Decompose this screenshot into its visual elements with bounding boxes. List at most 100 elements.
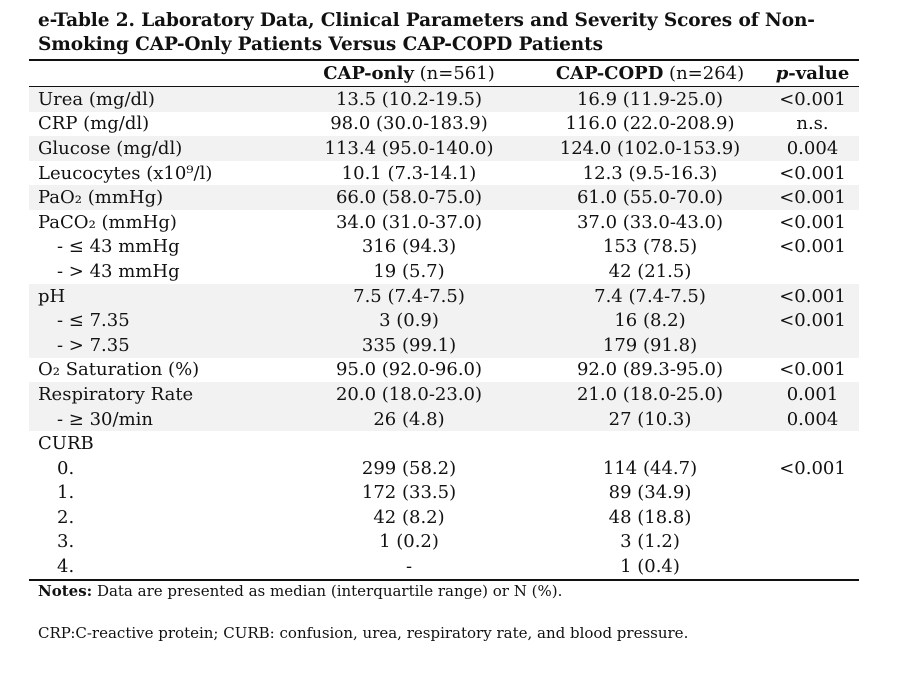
table-row: pH 7.5 (7.4-7.5) 7.4 (7.4-7.5) <0.001 — [29, 283, 859, 309]
table-row: - ≤ 43 mmHg 316 (94.3) 153 (78.5) <0.001 — [29, 235, 859, 260]
table-notes: Notes: Data are presented as median (int… — [38, 581, 562, 601]
cap-only-value: 10.1 (7.3-14.1) — [341, 162, 477, 184]
row-label: - ≤ 43 mmHg — [57, 236, 180, 258]
table-row: CURB — [29, 431, 859, 456]
table-row: - ≤ 7.35 3 (0.9) 16 (8.2) <0.001 — [29, 308, 859, 333]
row-label: O₂ Saturation (%) — [38, 359, 200, 381]
cap-only-value: 113.4 (95.0-140.0) — [324, 137, 494, 159]
cap-copd-value: 89 (34.9) — [608, 482, 692, 504]
cap-only-value: 316 (94.3) — [361, 236, 457, 258]
table-row: 3. 1 (0.2) 3 (1.2) — [29, 530, 859, 555]
row-label: Leucocytes (x10⁹/l) — [38, 162, 213, 184]
table-row: 4. - 1 (0.4) — [29, 554, 859, 579]
cap-copd-value: 37.0 (33.0-43.0) — [576, 211, 724, 233]
table-row: Glucose (mg/dl) 113.4 (95.0-140.0) 124.0… — [29, 136, 859, 161]
p-value: <0.001 — [779, 236, 846, 258]
header-cap-only: CAP-only (n=561) — [284, 63, 534, 84]
cap-only-value: - — [405, 556, 413, 578]
table-row: 1. 172 (33.5) 89 (34.9) — [29, 481, 859, 506]
header-cap-copd: CAP-COPD (n=264) — [534, 63, 766, 84]
row-label: 1. — [57, 482, 75, 504]
row-label: pH — [38, 285, 66, 307]
cap-only-value: 20.0 (18.0-23.0) — [335, 383, 483, 405]
p-value: 0.001 — [786, 383, 839, 405]
row-label: - ≤ 7.35 — [57, 310, 130, 332]
row-label: CRP (mg/dl) — [38, 113, 150, 135]
cap-copd-value: 153 (78.5) — [602, 236, 698, 258]
row-label: 2. — [57, 506, 75, 528]
table-row: CRP (mg/dl) 98.0 (30.0-183.9) 116.0 (22.… — [29, 112, 859, 137]
cap-only-value: 3 (0.9) — [379, 310, 439, 332]
row-label: Glucose (mg/dl) — [38, 137, 183, 159]
row-label: - > 7.35 — [57, 334, 130, 356]
row-label: 0. — [57, 457, 75, 479]
cap-copd-value: 42 (21.5) — [608, 260, 692, 282]
cap-only-value: 7.5 (7.4-7.5) — [353, 285, 465, 307]
row-label: PaO₂ (mmHg) — [38, 187, 164, 209]
table-row: Respiratory Rate 20.0 (18.0-23.0) 21.0 (… — [29, 382, 859, 407]
table-row: 2. 42 (8.2) 48 (18.8) — [29, 505, 859, 530]
p-value: <0.001 — [779, 88, 846, 110]
p-value: <0.001 — [779, 187, 846, 209]
cap-only-value: 98.0 (30.0-183.9) — [330, 113, 488, 135]
table-row: Urea (mg/dl) 13.5 (10.2-19.5) 16.9 (11.9… — [29, 87, 859, 112]
cap-copd-value: 1 (0.4) — [620, 556, 680, 578]
table-row: 0. 299 (58.2) 114 (44.7) <0.001 — [29, 456, 859, 481]
cap-only-value: 34.0 (31.0-37.0) — [335, 211, 483, 233]
cap-only-value: 1 (0.2) — [379, 531, 439, 553]
table-row: O₂ Saturation (%) 95.0 (92.0-96.0) 92.0 … — [29, 358, 859, 383]
abbreviations-footnote: CRP:C-reactive protein; CURB: confusion,… — [38, 624, 689, 642]
cap-copd-value: 27 (10.3) — [608, 408, 692, 430]
cap-only-value: 299 (58.2) — [361, 457, 457, 479]
table-title: e-Table 2. Laboratory Data, Clinical Par… — [38, 10, 815, 55]
p-value: 0.004 — [786, 408, 839, 430]
cap-copd-value: 7.4 (7.4-7.5) — [594, 285, 706, 307]
cap-copd-value: 16.9 (11.9-25.0) — [576, 88, 724, 110]
cap-copd-value: 124.0 (102.0-153.9) — [559, 137, 741, 159]
cap-copd-value: 179 (91.8) — [602, 334, 698, 356]
cap-copd-value: 3 (1.2) — [620, 531, 680, 553]
header-p-value: p-value — [766, 63, 859, 84]
p-italic: p — [775, 63, 789, 84]
cap-only-value: 13.5 (10.2-19.5) — [335, 88, 483, 110]
data-table: CAP-only (n=561) CAP-COPD (n=264) p-valu… — [29, 59, 859, 581]
row-label: PaCO₂ (mmHg) — [38, 211, 177, 233]
p-value: n.s. — [796, 113, 829, 135]
cap-copd-name: CAP-COPD — [555, 63, 664, 84]
cap-only-value: 26 (4.8) — [373, 408, 445, 430]
row-label: CURB — [38, 433, 94, 455]
cap-copd-value: 61.0 (55.0-70.0) — [576, 187, 724, 209]
cap-copd-n: (n=264) — [663, 63, 745, 84]
row-label: - ≥ 30/min — [57, 408, 153, 430]
table-row: PaO₂ (mmHg) 66.0 (58.0-75.0) 61.0 (55.0-… — [29, 185, 859, 210]
row-label: Respiratory Rate — [38, 383, 194, 405]
p-value: <0.001 — [779, 310, 846, 332]
cap-only-value: 66.0 (58.0-75.0) — [335, 187, 483, 209]
table-row: - > 7.35 335 (99.1) 179 (91.8) — [29, 332, 859, 358]
cap-only-n: (n=561) — [413, 63, 495, 84]
p-value: <0.001 — [779, 162, 846, 184]
row-label: Urea (mg/dl) — [38, 88, 155, 110]
p-rest: -value — [788, 63, 850, 84]
table-row: PaCO₂ (mmHg) 34.0 (31.0-37.0) 37.0 (33.0… — [29, 210, 859, 235]
table-header-row: CAP-only (n=561) CAP-COPD (n=264) p-valu… — [29, 61, 859, 87]
p-value: <0.001 — [779, 457, 846, 479]
cap-only-value: 42 (8.2) — [373, 506, 445, 528]
row-label: - > 43 mmHg — [57, 260, 180, 282]
notes-label: Notes: — [38, 582, 93, 600]
row-label: 3. — [57, 531, 75, 553]
cap-only-value: 95.0 (92.0-96.0) — [335, 359, 483, 381]
cap-only-value: 172 (33.5) — [361, 482, 457, 504]
notes-text: Data are presented as median (interquart… — [92, 582, 563, 600]
cap-copd-value: 21.0 (18.0-25.0) — [576, 383, 724, 405]
p-value: 0.004 — [786, 137, 839, 159]
cap-copd-value: 48 (18.8) — [608, 506, 692, 528]
cap-copd-value: 92.0 (89.3-95.0) — [576, 359, 724, 381]
row-label: 4. — [57, 556, 75, 578]
p-value: <0.001 — [779, 285, 846, 307]
cap-copd-value: 114 (44.7) — [602, 457, 698, 479]
table-row: Leucocytes (x10⁹/l) 10.1 (7.3-14.1) 12.3… — [29, 161, 859, 186]
cap-copd-value: 12.3 (9.5-16.3) — [582, 162, 718, 184]
cap-copd-value: 16 (8.2) — [614, 310, 686, 332]
table-row: - ≥ 30/min 26 (4.8) 27 (10.3) 0.004 — [29, 406, 859, 432]
